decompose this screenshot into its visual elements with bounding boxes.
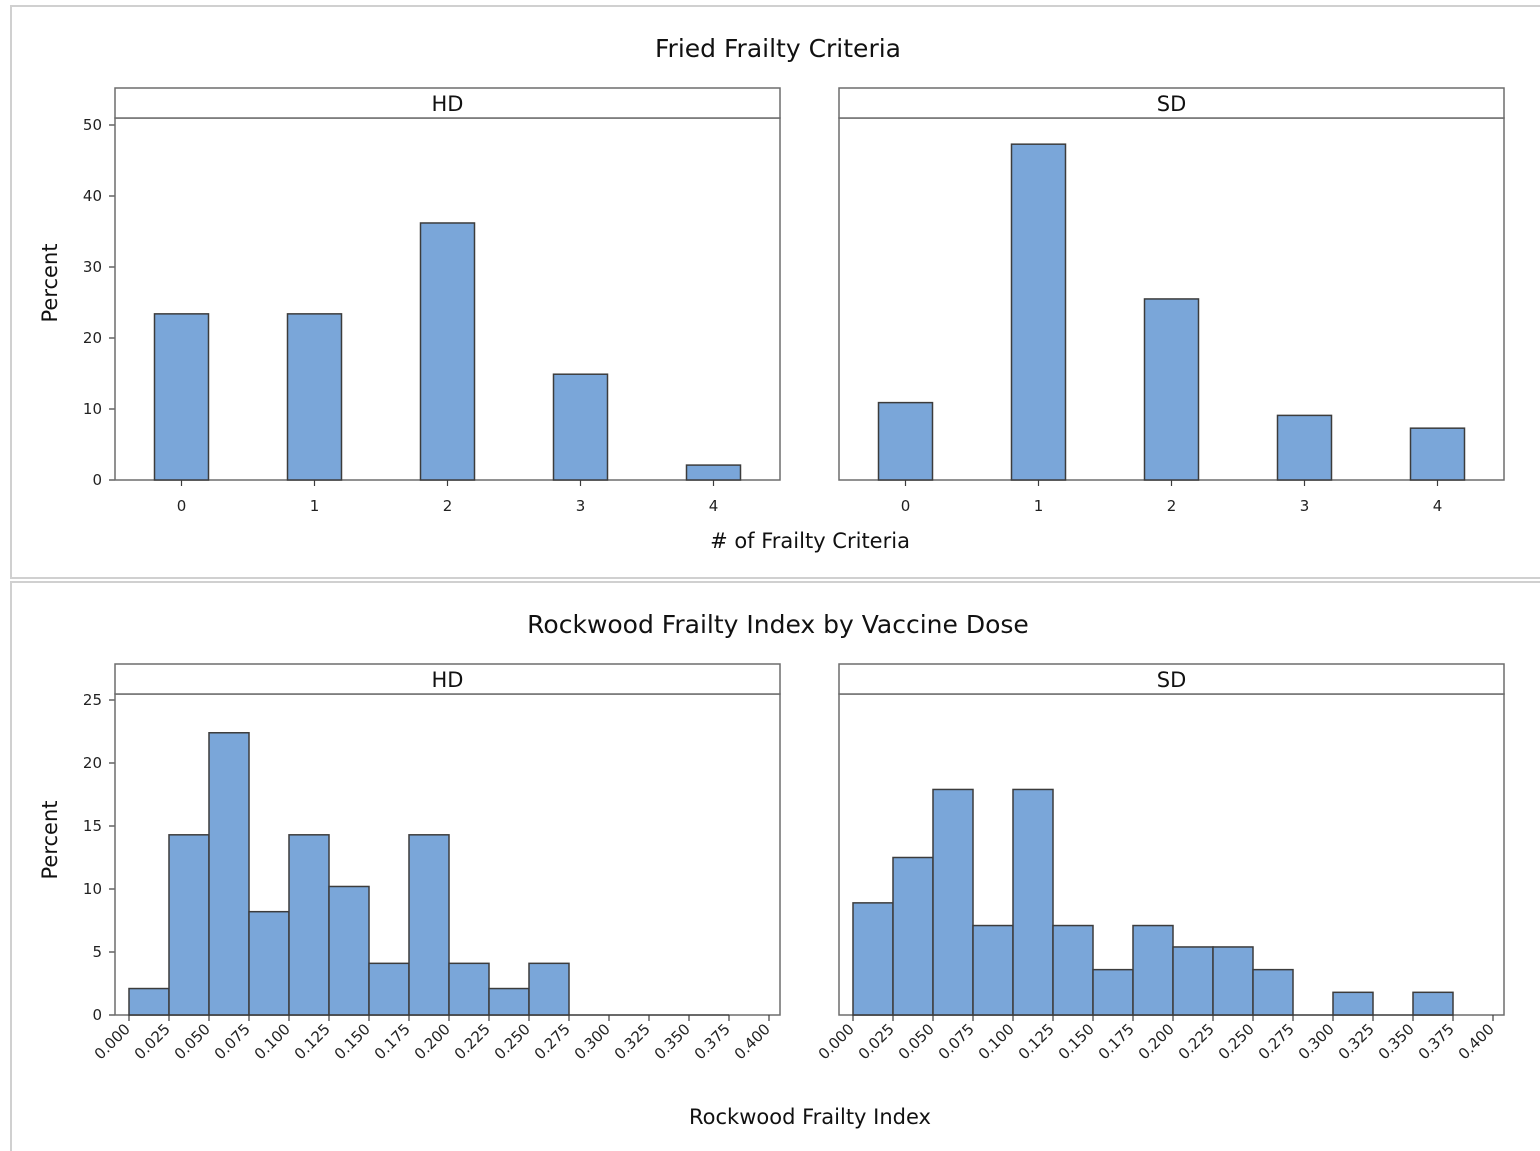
y-tick-label: 50 bbox=[83, 116, 102, 134]
histogram-bar bbox=[488, 987, 530, 1016]
histogram-bar bbox=[972, 924, 1014, 1016]
y-tick-label: 40 bbox=[83, 187, 102, 205]
bar bbox=[1143, 298, 1200, 481]
histogram-bar bbox=[1212, 946, 1254, 1016]
panel-strip bbox=[114, 87, 781, 119]
x-tick-label: 4 bbox=[1433, 497, 1443, 515]
histogram-bar bbox=[1332, 991, 1374, 1016]
fried-x-axis-label: # of Frailty Criteria bbox=[710, 529, 910, 553]
y-tick-label: 20 bbox=[83, 329, 102, 347]
histogram-bar bbox=[1092, 968, 1134, 1016]
bar bbox=[1010, 143, 1067, 481]
x-tick-label: 2 bbox=[1167, 497, 1177, 515]
bar bbox=[685, 464, 742, 481]
fried-y-axis-label: Percent bbox=[38, 243, 62, 322]
histogram-bar bbox=[1252, 968, 1294, 1016]
x-tick-label: 3 bbox=[1300, 497, 1310, 515]
y-tick-label: 10 bbox=[83, 400, 102, 418]
bar bbox=[552, 373, 609, 481]
x-tick-label: 1 bbox=[310, 497, 320, 515]
panel-strip-label: HD bbox=[432, 668, 464, 692]
histogram-bar bbox=[1012, 788, 1054, 1016]
histogram-bar bbox=[1052, 924, 1094, 1016]
bar bbox=[1276, 414, 1333, 481]
histogram-bar bbox=[208, 732, 250, 1016]
histogram-bar bbox=[932, 788, 974, 1016]
histogram-bar bbox=[408, 834, 450, 1016]
x-tick-label: 1 bbox=[1034, 497, 1044, 515]
rockwood-x-axis-label: Rockwood Frailty Index bbox=[689, 1105, 931, 1129]
x-tick-label: 4 bbox=[709, 497, 719, 515]
histogram-bar bbox=[892, 856, 934, 1016]
histogram-bar bbox=[168, 834, 210, 1016]
x-tick-label: 2 bbox=[443, 497, 453, 515]
panel-strip bbox=[838, 663, 1505, 695]
y-tick-label: 0 bbox=[92, 471, 102, 489]
panel-strip-label: HD bbox=[432, 92, 464, 116]
histogram-bar bbox=[1132, 924, 1174, 1016]
rockwood-y-axis-label: Percent bbox=[38, 800, 62, 879]
x-tick-label: 0 bbox=[177, 497, 187, 515]
histogram-bar bbox=[248, 910, 290, 1016]
x-tick-label: 0 bbox=[901, 497, 911, 515]
histogram-bar bbox=[448, 962, 490, 1016]
panel-strip-label: SD bbox=[1157, 668, 1187, 692]
histogram-bar bbox=[128, 987, 170, 1016]
y-tick-label: 10 bbox=[83, 880, 102, 898]
rockwood-chart-title: Rockwood Frailty Index by Vaccine Dose bbox=[527, 610, 1029, 639]
histogram-bar bbox=[852, 902, 894, 1016]
histogram-bar bbox=[328, 885, 370, 1016]
fried-chart-title: Fried Frailty Criteria bbox=[655, 34, 901, 63]
bar bbox=[153, 313, 210, 481]
bar bbox=[286, 313, 343, 481]
bar bbox=[1409, 427, 1466, 481]
bar bbox=[877, 401, 934, 481]
y-tick-label: 20 bbox=[83, 754, 102, 772]
x-tick-label: 3 bbox=[576, 497, 586, 515]
y-tick-label: 0 bbox=[92, 1006, 102, 1024]
histogram-bar bbox=[528, 962, 570, 1016]
histogram-bar bbox=[1172, 946, 1214, 1016]
histogram-bar bbox=[288, 834, 330, 1016]
bar bbox=[419, 222, 476, 481]
y-tick-label: 25 bbox=[83, 691, 102, 709]
histogram-bar bbox=[368, 962, 410, 1016]
panel-strip bbox=[114, 663, 781, 695]
y-tick-label: 5 bbox=[92, 943, 102, 961]
y-tick-label: 30 bbox=[83, 258, 102, 276]
panel-strip bbox=[838, 87, 1505, 119]
histogram-bar bbox=[1412, 991, 1454, 1016]
panel-strip-label: SD bbox=[1157, 92, 1187, 116]
y-tick-label: 15 bbox=[83, 817, 102, 835]
